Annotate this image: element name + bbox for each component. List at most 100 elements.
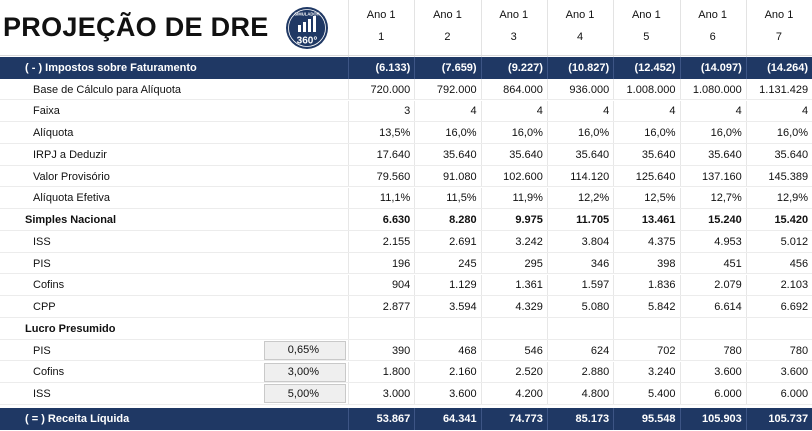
cell-divider [745,252,747,275]
value-cell: 346 [590,257,610,270]
row-label: Base de Cálculo para Alíquota [33,83,181,96]
cell-divider [348,383,349,405]
value-cell: 35.640 [774,148,809,161]
value-cell [481,318,543,340]
value-cell: 16,0% [511,127,543,140]
value-cell: 245 [458,257,477,270]
cell-divider [546,339,548,362]
cell-divider [613,78,615,101]
value-cell: 11,1% [379,192,411,205]
year-number: 1 [378,31,385,43]
value-cell: 137.160 [702,170,742,183]
row-label: CPP [33,301,56,314]
cell-divider [480,78,482,101]
rate-input[interactable]: 5,00% [264,384,346,404]
row-label: Valor Provisório [33,170,110,183]
cell-divider [546,231,548,253]
table-row: Base de Cálculo para Alíquota 720.000 792.… [0,78,812,101]
table-row: Cofins 3,00% 1.800 2.160 2.520 2.880 3.240 3.60… [0,361,812,384]
cell-divider [613,144,615,166]
value-cell: 864.000 [503,83,543,96]
value-cell: 5.080 [581,301,610,314]
cell-divider [613,165,615,188]
value-cell: 35.640 [442,148,477,161]
cell-divider [546,274,548,297]
cell-divider [414,231,416,253]
cell-divider [613,408,615,430]
cell-divider [745,165,747,188]
cell-divider [679,318,681,340]
value-cell: 1.080.000 [692,83,742,96]
cell-divider [613,209,615,231]
cell-divider [480,252,482,275]
cell-divider [546,165,548,188]
cell-divider [613,57,615,79]
value-cell: 3.594 [449,301,477,314]
table-row: ( - ) Impostos sobre Faturamento (6.133) (… [0,57,812,79]
cell-divider [745,122,747,144]
cell-divider [480,100,482,123]
row-divider [0,316,812,318]
cell-divider [679,408,681,430]
cell-divider [414,408,416,430]
cell-divider [414,78,416,101]
header-divider [0,55,812,56]
year-label: Ano 1 [433,9,462,21]
column-divider [480,0,482,57]
cell-divider [679,252,681,275]
row-label: Cofins [33,366,65,379]
cell-divider [613,252,615,275]
row-label: ISS [33,388,51,401]
rate-input[interactable]: 0,65% [264,340,346,360]
year-header-3: Ano 1 3 [481,0,547,53]
year-number: 4 [576,31,584,43]
value-cell: 6.000 [714,388,742,401]
table-row: ISS 2.155 2.691 3.242 3.804 4.375 4.953 5.012 [0,231,812,253]
cell-divider [745,274,747,297]
row-label: ( - ) Impostos sobre Faturamento [25,61,197,74]
cell-divider [414,144,416,166]
value-cell: 936.000 [569,83,610,96]
table-row: Faixa 3 4 4 4 4 4 4 [0,100,812,123]
cell-divider [613,296,615,318]
value-cell: (7.659) [441,61,477,74]
value-cell: 2.520 [515,366,543,379]
cell-divider [546,209,548,231]
value-cell: 125.640 [635,170,676,183]
cell-divider [414,187,416,210]
cell-divider [414,122,416,144]
value-cell: 6.614 [714,301,742,314]
year-header-4: Ano 1 4 [547,0,613,53]
year-number: 5 [643,31,650,43]
value-cell [746,318,808,340]
cell-divider [613,122,615,144]
row-divider [0,121,812,123]
cell-divider [613,231,615,253]
value-cell: 546 [524,344,543,357]
cell-divider [546,361,548,384]
value-cell: 12,7% [710,192,742,205]
cell-divider [414,252,416,275]
cell-divider [480,408,482,430]
cell-divider [348,57,349,79]
cell-divider [414,339,416,362]
value-cell: 2.880 [581,366,610,379]
row-label: PIS [33,257,51,270]
value-cell: 3.804 [581,235,610,248]
value-cell: 102.600 [503,170,543,183]
table-row: IRPJ a Deduzir 17.640 35.640 35.640 35.640 35… [0,144,812,166]
value-cell: 4.800 [581,388,610,401]
cell-divider [546,383,548,405]
year-label: Ano 1 [499,9,529,21]
cell-divider [546,318,548,340]
cell-divider [414,296,416,318]
value-cell: 4.953 [714,235,742,248]
year-header-6: Ano 1 6 [680,0,746,53]
table-row: Valor Provisório 79.560 91.080 102.600 114.1… [0,165,812,188]
rate-input[interactable]: 3,00% [264,362,346,382]
value-cell: 398 [657,257,676,270]
row-divider [0,295,812,297]
row-label: ISS [33,235,51,248]
cell-divider [679,274,681,297]
value-cell: 3.000 [382,388,411,401]
